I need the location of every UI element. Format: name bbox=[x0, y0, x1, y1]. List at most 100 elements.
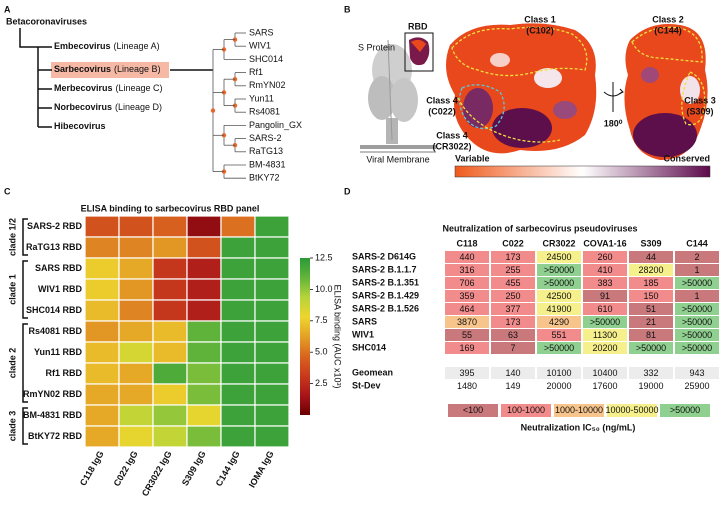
conservation-scale bbox=[454, 165, 711, 178]
heatmap-cell bbox=[254, 299, 290, 322]
leaf-label: BtKY72 bbox=[249, 173, 280, 183]
cell-background bbox=[583, 329, 627, 341]
class-label: Class 1 bbox=[524, 14, 556, 24]
heatmap-cell bbox=[220, 278, 256, 301]
column-header: C144 bbox=[686, 238, 708, 248]
heatmap-cell bbox=[254, 404, 290, 427]
cell-background bbox=[629, 264, 673, 276]
clade-label: clade 1 bbox=[7, 274, 17, 305]
heatmap-cell bbox=[84, 383, 120, 406]
colorbar-tick-label: 10.0 bbox=[315, 284, 333, 294]
cell-value: 1 bbox=[694, 291, 699, 301]
row-label: Yun11 RBD bbox=[34, 347, 83, 357]
heatmap-cell bbox=[254, 278, 290, 301]
row-label: WIV1 RBD bbox=[38, 284, 83, 294]
rbd-surfaces bbox=[446, 23, 708, 160]
column-header: COVA1-16 bbox=[583, 238, 626, 248]
cell-background bbox=[583, 367, 627, 379]
cell-background bbox=[445, 251, 489, 263]
heatmap-cell bbox=[186, 236, 222, 259]
heatmap-cell bbox=[186, 362, 222, 385]
class-label: (S309) bbox=[686, 106, 713, 116]
summary-value: 140 bbox=[505, 368, 520, 378]
heatmap-cell bbox=[220, 341, 256, 364]
colorbar-tick-label: 7.5 bbox=[315, 315, 328, 325]
class-label: (C144) bbox=[654, 25, 682, 35]
heatmap-cell bbox=[186, 383, 222, 406]
heatmap-cell bbox=[152, 425, 188, 448]
cell-value: 610 bbox=[597, 304, 612, 314]
cell-value: 173 bbox=[505, 317, 520, 327]
cell-value: 260 bbox=[597, 252, 612, 262]
cell-value: 3870 bbox=[457, 317, 477, 327]
cell-background bbox=[629, 316, 673, 328]
heatmap-cell bbox=[118, 425, 154, 448]
cell-background bbox=[537, 342, 581, 354]
cell-background bbox=[629, 342, 673, 354]
rotation-label: 180⁰ bbox=[604, 118, 623, 128]
row-label: SHC014 RBD bbox=[26, 305, 83, 315]
cell-background bbox=[583, 290, 627, 302]
lineage-label: Embecovirus (Lineage A) bbox=[54, 41, 160, 51]
summary-value: 395 bbox=[459, 368, 474, 378]
cell-background bbox=[583, 251, 627, 263]
heatmap-cell bbox=[186, 404, 222, 427]
leaf-label: BM-4831 bbox=[249, 159, 286, 169]
heatmap-cell bbox=[220, 299, 256, 322]
membrane-label: Viral Membrane bbox=[366, 154, 429, 164]
summary-value: 20000 bbox=[546, 381, 571, 391]
cell-value: 51 bbox=[646, 304, 656, 314]
cell-value: 4290 bbox=[549, 317, 569, 327]
cell-background bbox=[537, 251, 581, 263]
heatmap-cell bbox=[186, 341, 222, 364]
column-header: C118 bbox=[456, 238, 477, 248]
legend-swatch bbox=[660, 404, 710, 417]
cell-background bbox=[583, 277, 627, 289]
cell-value: 150 bbox=[643, 291, 658, 301]
row-label: BM-4831 RBD bbox=[23, 410, 83, 420]
panel-label: D bbox=[344, 186, 351, 196]
cell-value: 91 bbox=[600, 291, 610, 301]
column-label: S309 IgG bbox=[180, 449, 208, 487]
legend-label: 1000-10000 bbox=[555, 405, 603, 415]
leaf-label: SARS bbox=[249, 27, 274, 37]
class-label: (C102) bbox=[526, 25, 554, 35]
legend-swatch bbox=[501, 404, 551, 417]
heatmap-cell bbox=[254, 425, 290, 448]
panel-label: B bbox=[344, 4, 351, 14]
summary-value: 943 bbox=[689, 368, 704, 378]
lineage-name: Norbecovirus bbox=[54, 102, 112, 112]
row-label: Rf1 RBD bbox=[45, 368, 82, 378]
cell-background bbox=[537, 316, 581, 328]
row-label: BtKY72 RBD bbox=[28, 431, 83, 441]
heatmap-cell bbox=[220, 425, 256, 448]
cell-background bbox=[445, 303, 489, 315]
lineage-note: (Lineage D) bbox=[115, 102, 162, 112]
cell-value: >50000 bbox=[636, 343, 666, 353]
chart-title: ELISA binding to sarbecovirus RBD panel bbox=[81, 203, 260, 213]
cell-background bbox=[445, 277, 489, 289]
cell-value: 21 bbox=[646, 317, 656, 327]
column-label: C022 IgG bbox=[112, 449, 140, 488]
leaf-label: WIV1 bbox=[249, 41, 271, 51]
cell-value: 706 bbox=[459, 278, 474, 288]
lineage-label: Merbecovirus (Lineage C) bbox=[54, 83, 163, 93]
column-header: C022 bbox=[502, 238, 524, 248]
cell-value: 7 bbox=[510, 343, 515, 353]
cell-background bbox=[491, 316, 535, 328]
clade-bracket bbox=[22, 218, 28, 256]
panel-label: A bbox=[4, 4, 11, 14]
colorbar bbox=[300, 258, 310, 415]
heatmap-cell bbox=[84, 215, 120, 238]
cell-background bbox=[675, 329, 719, 341]
column-label: CR3022 IgG bbox=[140, 449, 174, 498]
row-label: SARS-2 D614G bbox=[352, 251, 416, 261]
row-label: SARS RBD bbox=[35, 263, 83, 273]
legend-swatch bbox=[448, 404, 498, 417]
cell-background bbox=[445, 329, 489, 341]
summary-value: 17600 bbox=[592, 381, 617, 391]
cell-background bbox=[583, 342, 627, 354]
colorbar-tick-label: 12.5 bbox=[315, 252, 333, 262]
cell-value: 410 bbox=[597, 265, 612, 275]
highlight bbox=[51, 62, 169, 78]
